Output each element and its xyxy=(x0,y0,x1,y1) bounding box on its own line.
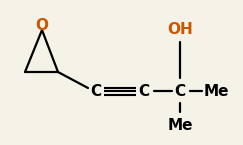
Text: Me: Me xyxy=(167,117,193,133)
Text: OH: OH xyxy=(167,22,193,38)
Text: C: C xyxy=(139,84,149,98)
Text: C: C xyxy=(174,84,186,98)
Text: Me: Me xyxy=(203,84,229,98)
Text: C: C xyxy=(90,84,102,98)
Text: O: O xyxy=(35,18,49,32)
